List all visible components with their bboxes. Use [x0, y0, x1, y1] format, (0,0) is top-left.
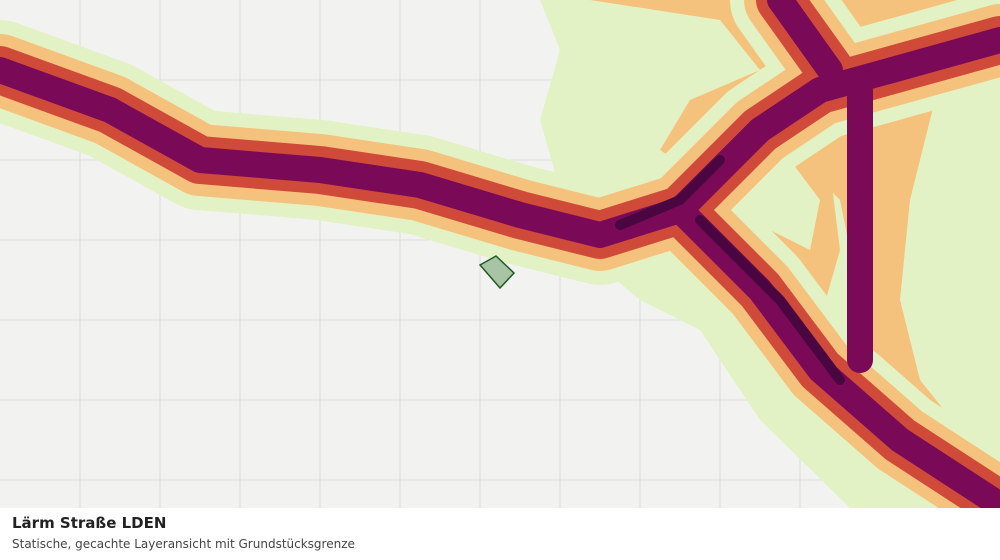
- parcel-boundary: [478, 255, 516, 290]
- road-noise-bands: [0, 0, 1000, 508]
- subtitle: Statische, gecachte Layeransicht mit Gru…: [12, 537, 355, 551]
- title: Lärm Straße LDEN: [12, 514, 167, 532]
- map: [0, 0, 1000, 508]
- noise-zone-low-east: [900, 60, 1000, 460]
- footer: Lärm Straße LDEN Statische, gecachte Lay…: [0, 508, 1000, 560]
